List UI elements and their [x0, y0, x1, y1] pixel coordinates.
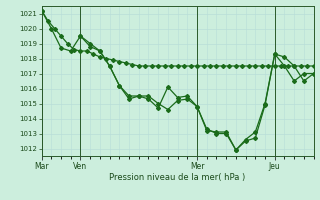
X-axis label: Pression niveau de la mer( hPa ): Pression niveau de la mer( hPa ) — [109, 173, 246, 182]
